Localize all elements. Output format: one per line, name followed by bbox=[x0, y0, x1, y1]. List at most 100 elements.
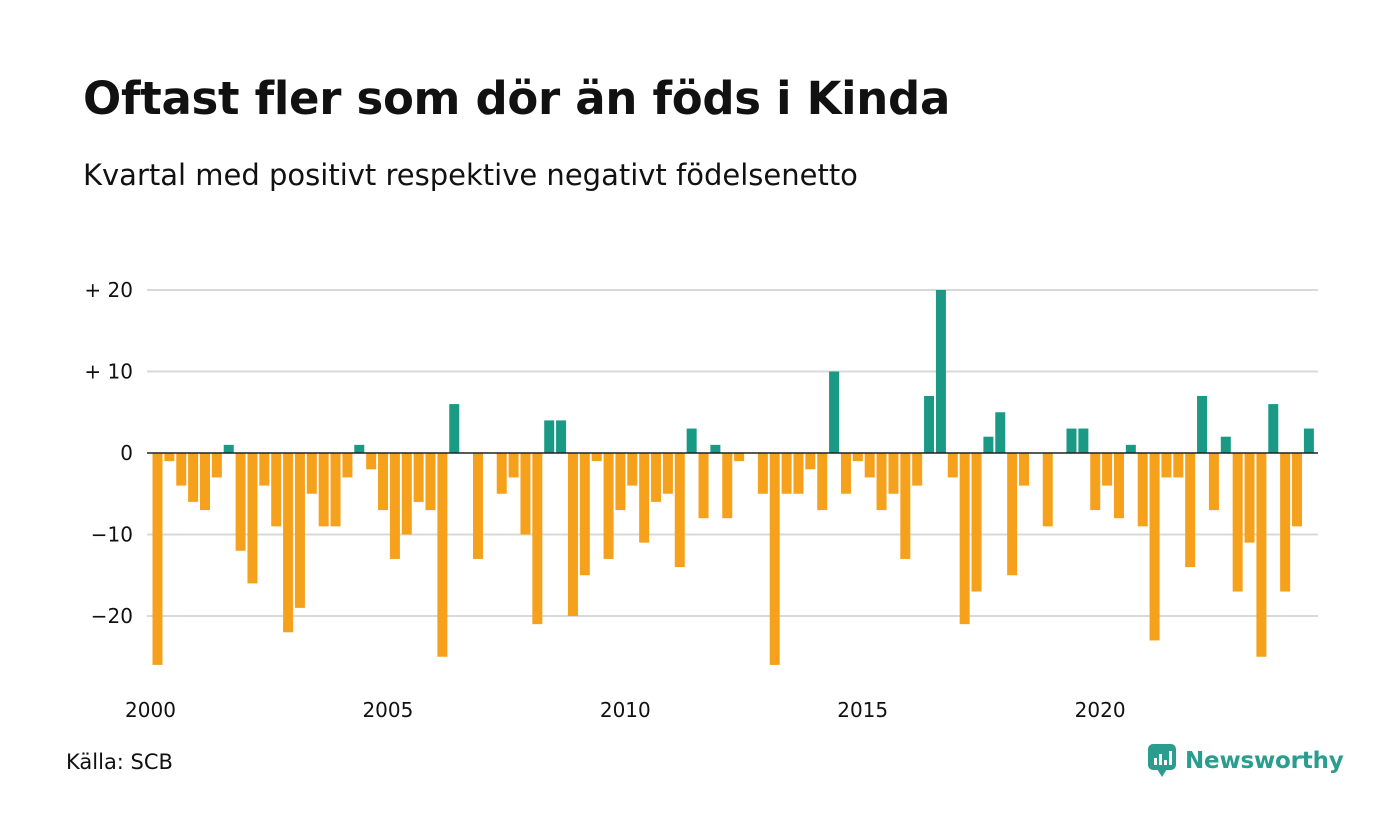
y-axis-labels: + 20 + 10 0 −10 −20 bbox=[84, 278, 133, 628]
bar-negative bbox=[378, 453, 389, 511]
bar-positive bbox=[924, 395, 935, 453]
x-axis-labels: 2000 2005 2010 2015 2020 bbox=[125, 698, 1126, 722]
bar-negative bbox=[1161, 453, 1172, 478]
bar-negative bbox=[651, 453, 662, 502]
bar-negative bbox=[567, 453, 578, 616]
bar-negative bbox=[164, 453, 175, 462]
bar-negative bbox=[615, 453, 626, 511]
bar-negative bbox=[876, 453, 887, 511]
bar-negative bbox=[366, 453, 377, 470]
y-tick-label: + 20 bbox=[84, 278, 133, 302]
bar-negative bbox=[472, 453, 483, 559]
bar-negative bbox=[176, 453, 187, 486]
bar-negative bbox=[674, 453, 685, 568]
bar-negative bbox=[1149, 453, 1160, 641]
bar-negative bbox=[971, 453, 982, 592]
bar-negative bbox=[757, 453, 768, 494]
bar-negative bbox=[662, 453, 673, 494]
bar-negative bbox=[247, 453, 258, 584]
chart-title: Oftast fler som dör än föds i Kinda bbox=[83, 72, 951, 125]
bar-negative bbox=[1090, 453, 1101, 511]
bar-negative bbox=[520, 453, 531, 535]
bar-negative bbox=[306, 453, 317, 494]
bar-negative bbox=[912, 453, 923, 486]
x-tick-label: 2010 bbox=[600, 698, 651, 722]
bar-negative bbox=[959, 453, 970, 625]
brand-name: Newsworthy bbox=[1185, 748, 1344, 774]
bar-negative bbox=[294, 453, 305, 608]
bar-negative bbox=[1019, 453, 1030, 486]
bar-negative bbox=[342, 453, 353, 478]
bar-positive bbox=[1078, 428, 1089, 453]
bar-positive bbox=[1066, 428, 1077, 453]
x-tick-label: 2000 bbox=[125, 698, 176, 722]
bar-negative bbox=[603, 453, 614, 559]
bar-negative bbox=[389, 453, 400, 559]
bar-negative bbox=[817, 453, 828, 511]
bar-negative bbox=[330, 453, 341, 527]
bar-negative bbox=[496, 453, 507, 494]
y-tick-label: −10 bbox=[91, 523, 133, 547]
bar-negative bbox=[259, 453, 270, 486]
bar-negative bbox=[211, 453, 222, 478]
brand-logo: Newsworthy bbox=[1147, 743, 1344, 779]
bar-negative bbox=[1244, 453, 1255, 543]
bar-positive bbox=[829, 371, 840, 453]
bar-negative bbox=[591, 453, 602, 462]
bar-chart-speech-bubble-icon bbox=[1148, 744, 1176, 777]
bar-positive bbox=[1220, 436, 1231, 453]
bar-negative bbox=[864, 453, 875, 478]
bar-negative bbox=[199, 453, 210, 511]
bar-negative bbox=[805, 453, 816, 470]
bars bbox=[152, 290, 1314, 665]
bar-negative bbox=[188, 453, 199, 502]
bar-positive bbox=[223, 444, 234, 453]
y-tick-label: −20 bbox=[91, 604, 133, 628]
bar-negative bbox=[532, 453, 543, 625]
bar-negative bbox=[722, 453, 733, 519]
bar-negative bbox=[900, 453, 911, 559]
x-tick-label: 2020 bbox=[1075, 698, 1126, 722]
bar-negative bbox=[437, 453, 448, 657]
bar-negative bbox=[769, 453, 780, 665]
bar-negative bbox=[888, 453, 899, 494]
y-tick-label: 0 bbox=[120, 441, 133, 465]
bar-positive bbox=[686, 428, 697, 453]
bar-negative bbox=[425, 453, 436, 511]
bar-negative bbox=[840, 453, 851, 494]
bar-negative bbox=[235, 453, 246, 551]
bar-positive bbox=[354, 444, 365, 453]
bar-negative bbox=[1137, 453, 1148, 527]
x-tick-label: 2015 bbox=[837, 698, 888, 722]
x-tick-label: 2005 bbox=[362, 698, 413, 722]
bar-negative bbox=[1185, 453, 1196, 568]
bar-negative bbox=[508, 453, 519, 478]
bar-negative bbox=[401, 453, 412, 535]
bar-negative bbox=[1007, 453, 1018, 576]
bar-negative bbox=[1280, 453, 1291, 592]
bar-positive bbox=[995, 412, 1006, 453]
bar-negative bbox=[1042, 453, 1053, 527]
bar-negative bbox=[1102, 453, 1113, 486]
y-tick-label: + 10 bbox=[84, 360, 133, 384]
bar-negative bbox=[1292, 453, 1303, 527]
bar-negative bbox=[852, 453, 863, 462]
bar-positive bbox=[935, 290, 946, 453]
bar-negative bbox=[627, 453, 638, 486]
bar-negative bbox=[781, 453, 792, 494]
bar-negative bbox=[271, 453, 282, 527]
bar-negative bbox=[734, 453, 745, 462]
bar-positive bbox=[449, 404, 460, 453]
bar-negative bbox=[1113, 453, 1124, 519]
bar-negative bbox=[318, 453, 329, 527]
bar-negative bbox=[1256, 453, 1267, 657]
bar-positive bbox=[1268, 404, 1279, 453]
bar-negative bbox=[1232, 453, 1243, 592]
bar-negative bbox=[639, 453, 650, 543]
bar-negative bbox=[579, 453, 590, 576]
bar-positive bbox=[544, 420, 555, 453]
bar-positive bbox=[556, 420, 567, 453]
bar-positive bbox=[983, 436, 994, 453]
bar-negative bbox=[1173, 453, 1184, 478]
